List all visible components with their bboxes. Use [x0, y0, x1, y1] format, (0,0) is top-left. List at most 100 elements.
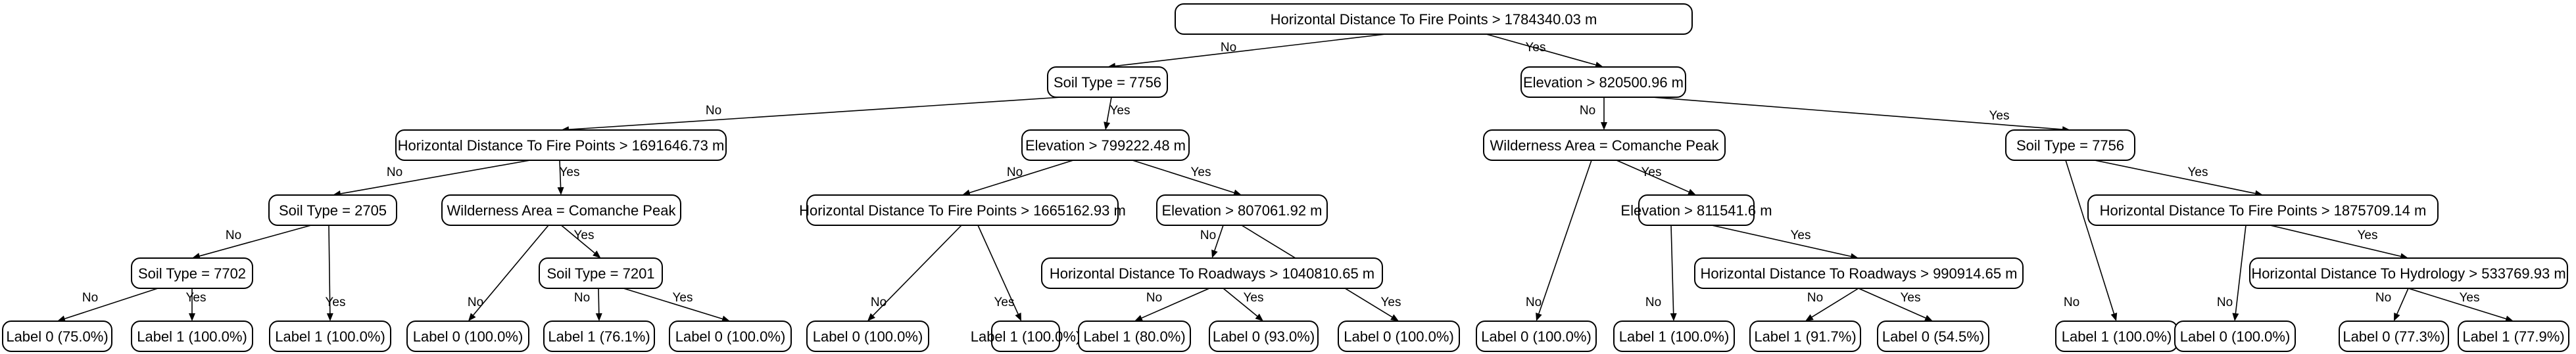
- tree-edge: Yes: [2408, 288, 2514, 322]
- tree-edge: No: [574, 288, 602, 321]
- tree-edge: Yes: [560, 225, 601, 258]
- node-box: [991, 321, 1060, 352]
- node-label: Label 0 (100.0%): [1344, 328, 1454, 345]
- node-box: [806, 321, 929, 352]
- tree-edge: Yes: [1651, 97, 2070, 133]
- edge-label: Yes: [1244, 291, 1264, 305]
- tree-edge: No: [1200, 225, 1224, 258]
- edge-arrowhead: [1134, 315, 1143, 321]
- edge-arrowhead: [2394, 313, 2400, 321]
- decision-node: Horizontal Distance To Roadways > 990914…: [1694, 257, 2024, 289]
- tree-edge: No: [1580, 97, 1607, 130]
- node-label: Label 0 (54.5%): [1882, 328, 1984, 345]
- node-box: [1520, 66, 1686, 98]
- edge-line: [559, 160, 562, 188]
- tree-edge: No: [2375, 288, 2409, 321]
- node-label: Label 1 (100.0%): [275, 328, 385, 345]
- node-label: Label 0 (100.0%): [813, 328, 923, 345]
- edge-label: Yes: [1901, 291, 1921, 305]
- leaf-node: Label 0 (77.3%): [2339, 321, 2449, 352]
- decision-node: Soil Type = 7702: [131, 257, 253, 289]
- edge-line: [872, 225, 962, 316]
- edge-line: [1711, 225, 1851, 257]
- edge-label: Yes: [1110, 104, 1130, 118]
- node-label: Elevation > 807061.92 m: [1161, 202, 1322, 219]
- edge-arrowhead: [2505, 315, 2514, 322]
- edge-arrowhead: [1924, 315, 1933, 321]
- edge-line: [1214, 225, 1224, 251]
- edge-line: [1538, 160, 1592, 314]
- edge-arrowhead: [1104, 122, 1111, 130]
- node-box: [669, 321, 792, 352]
- edge-arrowhead: [57, 315, 66, 322]
- tree-edge: Yes: [326, 225, 346, 321]
- node-label: Horizontal Distance To Fire Points > 187…: [2100, 202, 2427, 219]
- leaf-node: Label 0 (100.0%): [1338, 321, 1460, 352]
- edge-arrowhead: [1805, 314, 1814, 321]
- tree-edge: No: [192, 225, 312, 259]
- edge-line: [598, 288, 600, 314]
- edge-line: [473, 225, 549, 316]
- node-box: [1877, 321, 1989, 352]
- node-box: [1047, 66, 1168, 98]
- decision-node: Horizontal Distance To Hydrology > 53376…: [2249, 257, 2568, 289]
- node-label: Wilderness Area = Comanche Peak: [447, 202, 677, 219]
- edge-line: [2094, 160, 2256, 194]
- edge-arrowhead: [557, 187, 564, 195]
- tree-edge: Yes: [2270, 225, 2408, 260]
- tree-edge: Yes: [1223, 288, 1264, 321]
- node-label: Label 1 (80.0%): [1083, 328, 1185, 345]
- edge-arrowhead: [1233, 189, 1242, 196]
- tree-edge: No: [561, 97, 1062, 133]
- tree-edge: No: [1107, 33, 1386, 70]
- edge-label: Yes: [2460, 291, 2480, 305]
- node-box: [806, 194, 1119, 226]
- node-box: [441, 194, 681, 226]
- edge-arrowhead: [595, 313, 602, 321]
- decision-node: Soil Type = 7756: [2005, 129, 2135, 161]
- node-box: [131, 257, 253, 289]
- decision-node: Horizontal Distance To Fire Points > 187…: [2087, 194, 2439, 226]
- node-label: Label 0 (77.3%): [2343, 328, 2444, 345]
- node-label: Label 0 (75.0%): [6, 328, 108, 345]
- edge-line: [1115, 33, 1386, 67]
- node-label: Label 1 (77.9%): [2462, 328, 2564, 345]
- decision-node: Soil Type = 2705: [268, 194, 397, 226]
- tree-edge: No: [2217, 225, 2247, 321]
- edge-line: [64, 288, 158, 320]
- edge-line: [1132, 160, 1234, 194]
- tree-edge: Yes: [2094, 160, 2263, 197]
- edge-line: [2270, 225, 2401, 257]
- node-label: Soil Type = 7756: [1054, 74, 1161, 91]
- tree-edge: No: [333, 160, 531, 197]
- decision-node: Elevation > 811541.6 m: [1620, 194, 1772, 226]
- tree-edge: Yes: [1486, 33, 1603, 68]
- edge-arrowhead: [2232, 313, 2239, 321]
- tree-edge: No: [468, 225, 549, 321]
- edge-line: [340, 160, 531, 194]
- node-label: Soil Type = 7756: [2016, 137, 2124, 154]
- tree-edge: Yes: [186, 288, 207, 321]
- node-box: [539, 257, 663, 289]
- edge-line: [1486, 33, 1596, 66]
- node-box: [2339, 321, 2449, 352]
- decision-node: Soil Type = 7201: [539, 257, 663, 289]
- node-label: Horizontal Distance To Fire Points > 166…: [799, 202, 1126, 219]
- node-box: [543, 321, 655, 352]
- edge-label: No: [871, 296, 887, 309]
- decision-node: Horizontal Distance To Fire Points > 178…: [1175, 3, 1693, 35]
- node-label: Label 0 (93.0%): [1213, 328, 1315, 345]
- node-label: Horizontal Distance To Roadways > 104081…: [1050, 265, 1374, 282]
- edge-arrowhead: [468, 313, 476, 321]
- tree-edge: No: [1526, 160, 1592, 321]
- edge-line: [199, 225, 312, 257]
- edge-label: No: [1645, 296, 1661, 309]
- edge-arrowhead: [1255, 313, 1263, 321]
- node-label: Wilderness Area = Comanche Peak: [1490, 137, 1720, 154]
- node-label: Soil Type = 7702: [138, 265, 246, 282]
- edge-label: No: [468, 296, 483, 309]
- edge-line: [2235, 225, 2247, 314]
- edge-label: No: [226, 229, 241, 242]
- node-box: [2174, 321, 2296, 352]
- edge-label: No: [1807, 291, 1823, 305]
